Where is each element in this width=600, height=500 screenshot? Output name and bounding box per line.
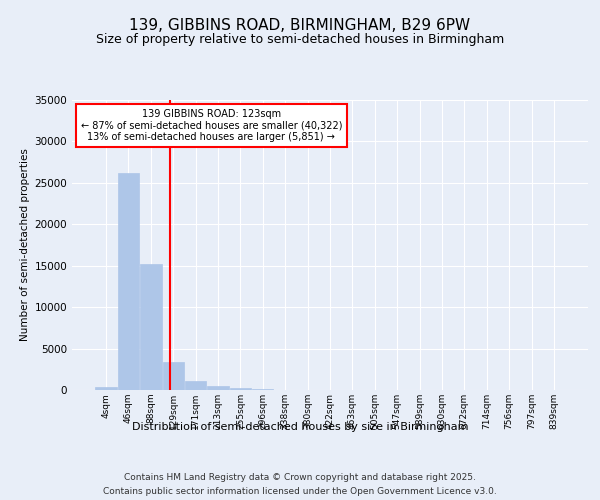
Y-axis label: Number of semi-detached properties: Number of semi-detached properties	[20, 148, 30, 342]
Bar	[118, 173, 139, 390]
Bar	[230, 388, 251, 390]
Text: 139, GIBBINS ROAD, BIRMINGHAM, B29 6PW: 139, GIBBINS ROAD, BIRMINGHAM, B29 6PW	[130, 18, 470, 32]
Bar	[252, 389, 274, 390]
Bar	[95, 386, 117, 390]
Bar	[208, 386, 229, 390]
Bar	[163, 362, 184, 390]
Text: 139 GIBBINS ROAD: 123sqm
← 87% of semi-detached houses are smaller (40,322)
13% : 139 GIBBINS ROAD: 123sqm ← 87% of semi-d…	[80, 108, 342, 142]
Text: Contains HM Land Registry data © Crown copyright and database right 2025.: Contains HM Land Registry data © Crown c…	[124, 472, 476, 482]
Text: Contains public sector information licensed under the Open Government Licence v3: Contains public sector information licen…	[103, 488, 497, 496]
Bar	[140, 264, 161, 390]
Text: Distribution of semi-detached houses by size in Birmingham: Distribution of semi-detached houses by …	[132, 422, 468, 432]
Text: Size of property relative to semi-detached houses in Birmingham: Size of property relative to semi-detach…	[96, 32, 504, 46]
Bar	[185, 381, 206, 390]
